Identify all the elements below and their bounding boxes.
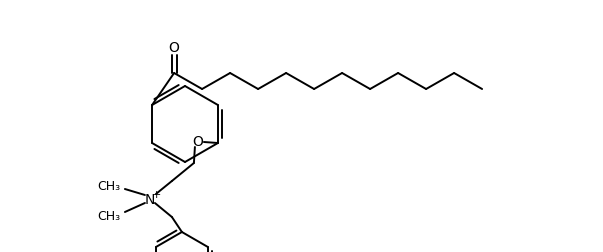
Text: CH₃: CH₃ (97, 209, 120, 222)
Text: CH₃: CH₃ (97, 180, 120, 193)
Text: N: N (145, 192, 155, 206)
Text: +: + (152, 189, 162, 199)
Text: O: O (169, 41, 180, 55)
Text: O: O (192, 135, 203, 148)
